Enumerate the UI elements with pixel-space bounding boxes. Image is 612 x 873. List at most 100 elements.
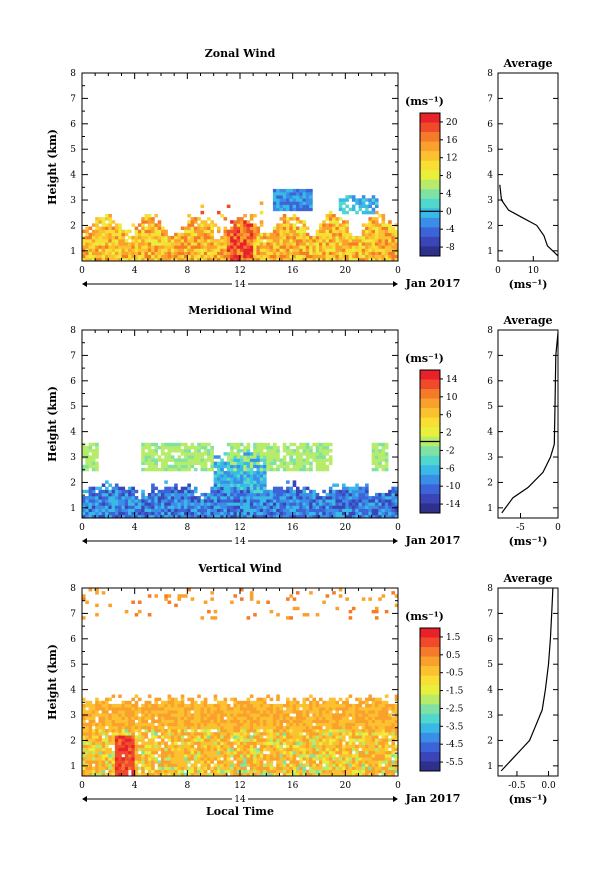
heatmap-cell [246,232,251,237]
heatmap-cell [213,514,218,519]
heatmap-cell [282,729,287,733]
heatmap-cell [226,474,231,478]
heatmap-cell [197,229,201,234]
heatmap-cell [193,232,198,237]
heatmap-cell [203,248,208,252]
heatmap-cell [371,502,376,506]
heatmap-cell [381,508,386,513]
heatmap-cell [272,257,277,262]
heatmap-cell [200,210,205,215]
heatmap-cell [203,703,208,708]
heatmap-cell [108,489,112,494]
heatmap-cell [328,747,333,752]
heatmap-cell [332,511,336,516]
heatmap-cell [200,220,205,224]
heatmap-cell [253,474,257,478]
heatmap-cell [85,226,89,230]
heatmap-cell [292,188,297,193]
heatmap-cell [358,489,363,494]
heatmap-cell [147,257,152,262]
heatmap-cell [249,700,254,705]
colorbar-swatch [420,379,440,390]
heatmap-cell [374,242,379,246]
heatmap-cell [322,220,326,224]
heatmap-cell [184,719,188,724]
heatmap-cell [147,445,152,450]
heatmap-cell [236,757,241,761]
heatmap-cell [368,254,372,259]
heatmap-cell [167,732,172,736]
heatmap-cell [180,757,185,761]
heatmap-cell [118,760,122,764]
heatmap-cell [91,486,96,491]
heatmap-cell [213,464,218,469]
heatmap-cell [312,713,317,717]
heatmap-cell [361,486,366,491]
heatmap-cell [335,242,340,246]
heatmap-cell [200,254,205,259]
heatmap-cell [197,738,201,742]
heatmap-cell [256,242,261,246]
heatmap-cell [170,700,175,705]
heatmap-cell [378,499,382,503]
heatmap-cell [177,729,182,733]
heatmap-cell [226,467,231,472]
heatmap-cell [305,760,310,764]
heatmap-cell [190,442,195,447]
heatmap-cell [292,738,297,742]
heatmap-cell [282,254,287,259]
heatmap-cell [371,235,376,240]
heatmap-cell [256,239,261,243]
heatmap-cell [170,772,175,777]
heatmap-cell [309,201,313,205]
heatmap-cell [220,769,224,774]
heatmap-cell [187,461,191,466]
heatmap-cell [220,735,224,739]
heatmap-cell [95,732,99,736]
heatmap-cell [161,707,165,711]
heatmap-cell [365,232,369,237]
heatmap-cell [111,489,116,494]
heatmap-cell [272,201,277,205]
heatmap-cell [101,763,106,767]
heatmap-cell [95,766,99,771]
heatmap-cell [384,442,389,447]
heatmap-cell [114,760,119,764]
heatmap-cell [358,207,363,212]
heatmap-cell [124,719,129,724]
heatmap-cell [292,597,297,601]
heatmap-cell [233,511,238,516]
heatmap-cell [230,732,234,736]
heatmap-cell [289,229,293,234]
heatmap-cell [309,760,313,764]
heatmap-cell [243,245,247,249]
heatmap-cell [319,505,323,509]
heatmap-cell [269,738,274,742]
heatmap-cell [207,467,211,472]
heatmap-cell [121,735,126,739]
heatmap-cell [249,214,254,218]
heatmap-cell [200,492,205,497]
heatmap-cell [243,251,247,256]
heatmap-cell [230,245,234,249]
heatmap-cell [95,467,99,472]
heatmap-cell [213,725,218,730]
heatmap-cell [312,738,317,742]
heatmap-cell [190,239,195,243]
heatmap-cell [105,729,109,733]
heatmap-cell [114,732,119,736]
heatmap-cell [216,480,221,484]
heatmap-cell [85,449,89,453]
heatmap-cell [391,232,396,237]
heatmap-cell [216,496,221,500]
heatmap-cell [315,725,320,730]
heatmap-cell [305,201,310,205]
heatmap-cell [378,248,382,252]
heatmap-cell [253,505,257,509]
heatmap-cell [266,732,270,736]
heatmap-cell [203,251,208,256]
heatmap-cell [210,738,214,742]
heatmap-cell [216,766,221,771]
heatmap-cell [292,242,297,246]
colorbar-swatch [420,189,440,200]
